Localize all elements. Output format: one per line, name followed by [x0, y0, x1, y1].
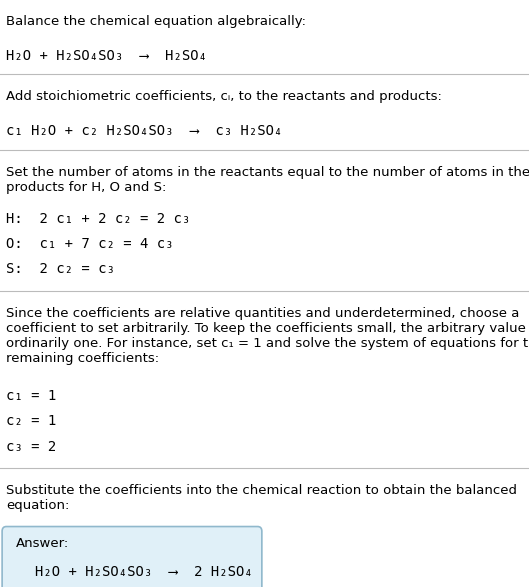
FancyBboxPatch shape: [2, 527, 262, 587]
Text: c₃ = 2: c₃ = 2: [6, 440, 57, 454]
Text: c₂ = 1: c₂ = 1: [6, 414, 57, 429]
Text: Balance the chemical equation algebraically:: Balance the chemical equation algebraica…: [6, 15, 306, 28]
Text: O:  c₁ + 7 c₂ = 4 c₃: O: c₁ + 7 c₂ = 4 c₃: [6, 237, 174, 251]
Text: Add stoichiometric coefficients, cᵢ, to the reactants and products:: Add stoichiometric coefficients, cᵢ, to …: [6, 90, 442, 103]
Text: H₂O + H₂SO₄SO₃  ⟶  H₂SO₄: H₂O + H₂SO₄SO₃ ⟶ H₂SO₄: [6, 49, 207, 63]
Text: c₁ = 1: c₁ = 1: [6, 389, 57, 403]
Text: Substitute the coefficients into the chemical reaction to obtain the balanced
eq: Substitute the coefficients into the che…: [6, 484, 517, 512]
Text: S:  2 c₂ = c₃: S: 2 c₂ = c₃: [6, 262, 115, 276]
Text: Answer:: Answer:: [16, 537, 69, 550]
Text: Set the number of atoms in the reactants equal to the number of atoms in the
pro: Set the number of atoms in the reactants…: [6, 166, 529, 194]
Text: c₁ H₂O + c₂ H₂SO₄SO₃  ⟶  c₃ H₂SO₄: c₁ H₂O + c₂ H₂SO₄SO₃ ⟶ c₃ H₂SO₄: [6, 124, 282, 139]
Text: H₂O + H₂SO₄SO₃  ⟶  2 H₂SO₄: H₂O + H₂SO₄SO₃ ⟶ 2 H₂SO₄: [35, 565, 253, 579]
Text: H:  2 c₁ + 2 c₂ = 2 c₃: H: 2 c₁ + 2 c₂ = 2 c₃: [6, 212, 190, 226]
Text: Since the coefficients are relative quantities and underdetermined, choose a
coe: Since the coefficients are relative quan…: [6, 307, 529, 365]
